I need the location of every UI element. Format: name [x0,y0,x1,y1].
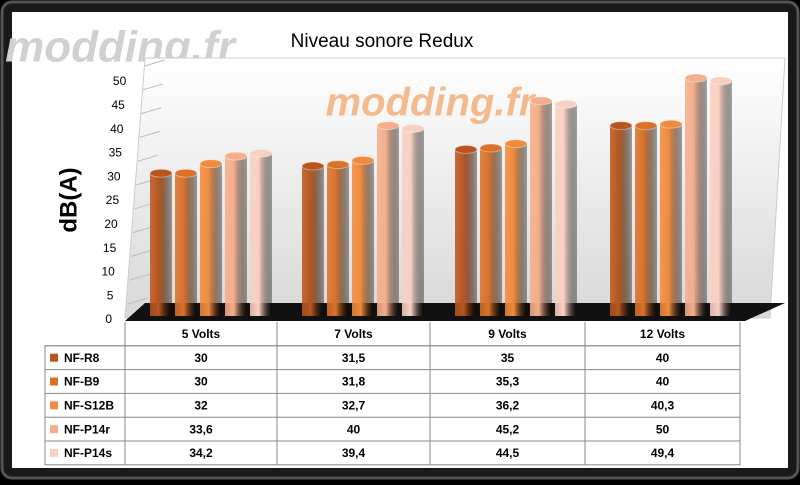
legend-label: NF-B9 [64,375,100,389]
table-cell: 49,4 [651,446,675,460]
bar [352,160,374,316]
table-cell: 30 [194,375,208,389]
bar-top [709,76,733,86]
bar-top [634,121,658,131]
x-tick-label: 9 Volts [488,327,527,341]
y-tick-label: 5 [107,288,114,302]
table-cell: 40 [347,422,361,436]
grid-line [139,130,160,138]
bar [635,125,657,316]
table-cell: 33,6 [189,422,213,436]
bar-top [684,73,708,83]
legend-swatch [50,448,58,457]
table-cell: 34,2 [189,446,213,460]
table-cell: 39,4 [342,446,366,460]
legend-swatch [50,353,58,362]
y-tick-label: 40 [110,122,124,136]
table-cell: 40 [656,351,670,365]
bar-top [376,121,400,131]
bar-top [504,139,528,149]
table-cell: 35 [501,351,515,365]
y-tick-label: 35 [109,146,123,160]
table-cell: 44,5 [496,446,520,460]
chart-title: Niveau sonore Redux [291,31,474,52]
grid-line [132,226,154,234]
table-cell: 50 [656,422,670,436]
bar-top [224,151,248,161]
bar [455,149,477,316]
watermark: modding.fr [326,81,537,125]
x-tick-label: 12 Volts [640,327,685,341]
y-tick-label: 10 [101,265,115,279]
bar [530,100,552,317]
grid-line [129,273,150,281]
table-cell: 31,8 [342,375,366,389]
table-cell: 45,2 [496,422,520,436]
x-tick-label: 7 Volts [334,327,373,341]
table-cell: 32 [194,398,208,412]
bar-top [659,119,683,129]
legend-label: NF-P14s [64,446,112,460]
bar-top [149,168,173,178]
x-tick-label: 5 Volts [182,327,221,341]
legend-label: NF-R8 [64,351,100,365]
bar [710,80,732,316]
bar [402,128,424,316]
bar-top [301,161,325,171]
bar-top [174,168,198,178]
legend-label: NF-S12B [64,398,114,412]
bar-top [401,123,425,133]
bar-top [609,121,633,131]
y-tick-label: 15 [103,241,117,255]
legend-swatch [50,377,58,386]
legend-swatch [50,401,58,410]
y-axis-label: dB(A) [55,167,82,232]
bar [685,78,707,316]
bar-top [199,159,223,169]
bar-top [454,144,478,154]
table-cell: 32,7 [342,398,366,412]
grid-line [141,107,162,115]
bar [250,153,272,316]
grid-line [144,59,165,67]
table-cell: 36,2 [496,398,520,412]
table-cell: 31,5 [342,351,366,365]
table-cell: 30 [194,351,208,365]
bar [302,166,324,316]
grid-line [137,154,159,162]
bar [377,125,399,316]
legend-swatch [50,425,58,434]
y-tick-label: 30 [107,169,121,183]
bar [480,147,502,316]
bar-top [351,155,375,165]
bar-top [554,99,578,109]
bar-top [479,143,503,153]
bar [150,173,172,316]
y-tick-label: 20 [104,217,118,231]
grid-line [127,297,149,305]
bar-top [249,148,273,158]
bar [610,125,632,316]
bar-top [529,96,553,106]
legend-label: NF-P14r [64,422,110,436]
bar [175,173,197,316]
bar-top [326,160,350,170]
bar [200,163,222,316]
bar [660,124,682,316]
table-cell: 35,3 [496,375,520,389]
y-tick-label: 50 [113,74,127,88]
grid-line [142,83,164,91]
table-cell: 40,3 [651,398,675,412]
bar [555,104,577,317]
bar [327,164,349,316]
y-tick-label: 25 [106,193,120,207]
y-tick-label: 0 [105,312,112,326]
y-tick-label: 45 [111,98,125,112]
bar [505,143,527,316]
bar [225,156,247,316]
table-cell: 40 [656,375,670,389]
grid-line [131,249,152,257]
